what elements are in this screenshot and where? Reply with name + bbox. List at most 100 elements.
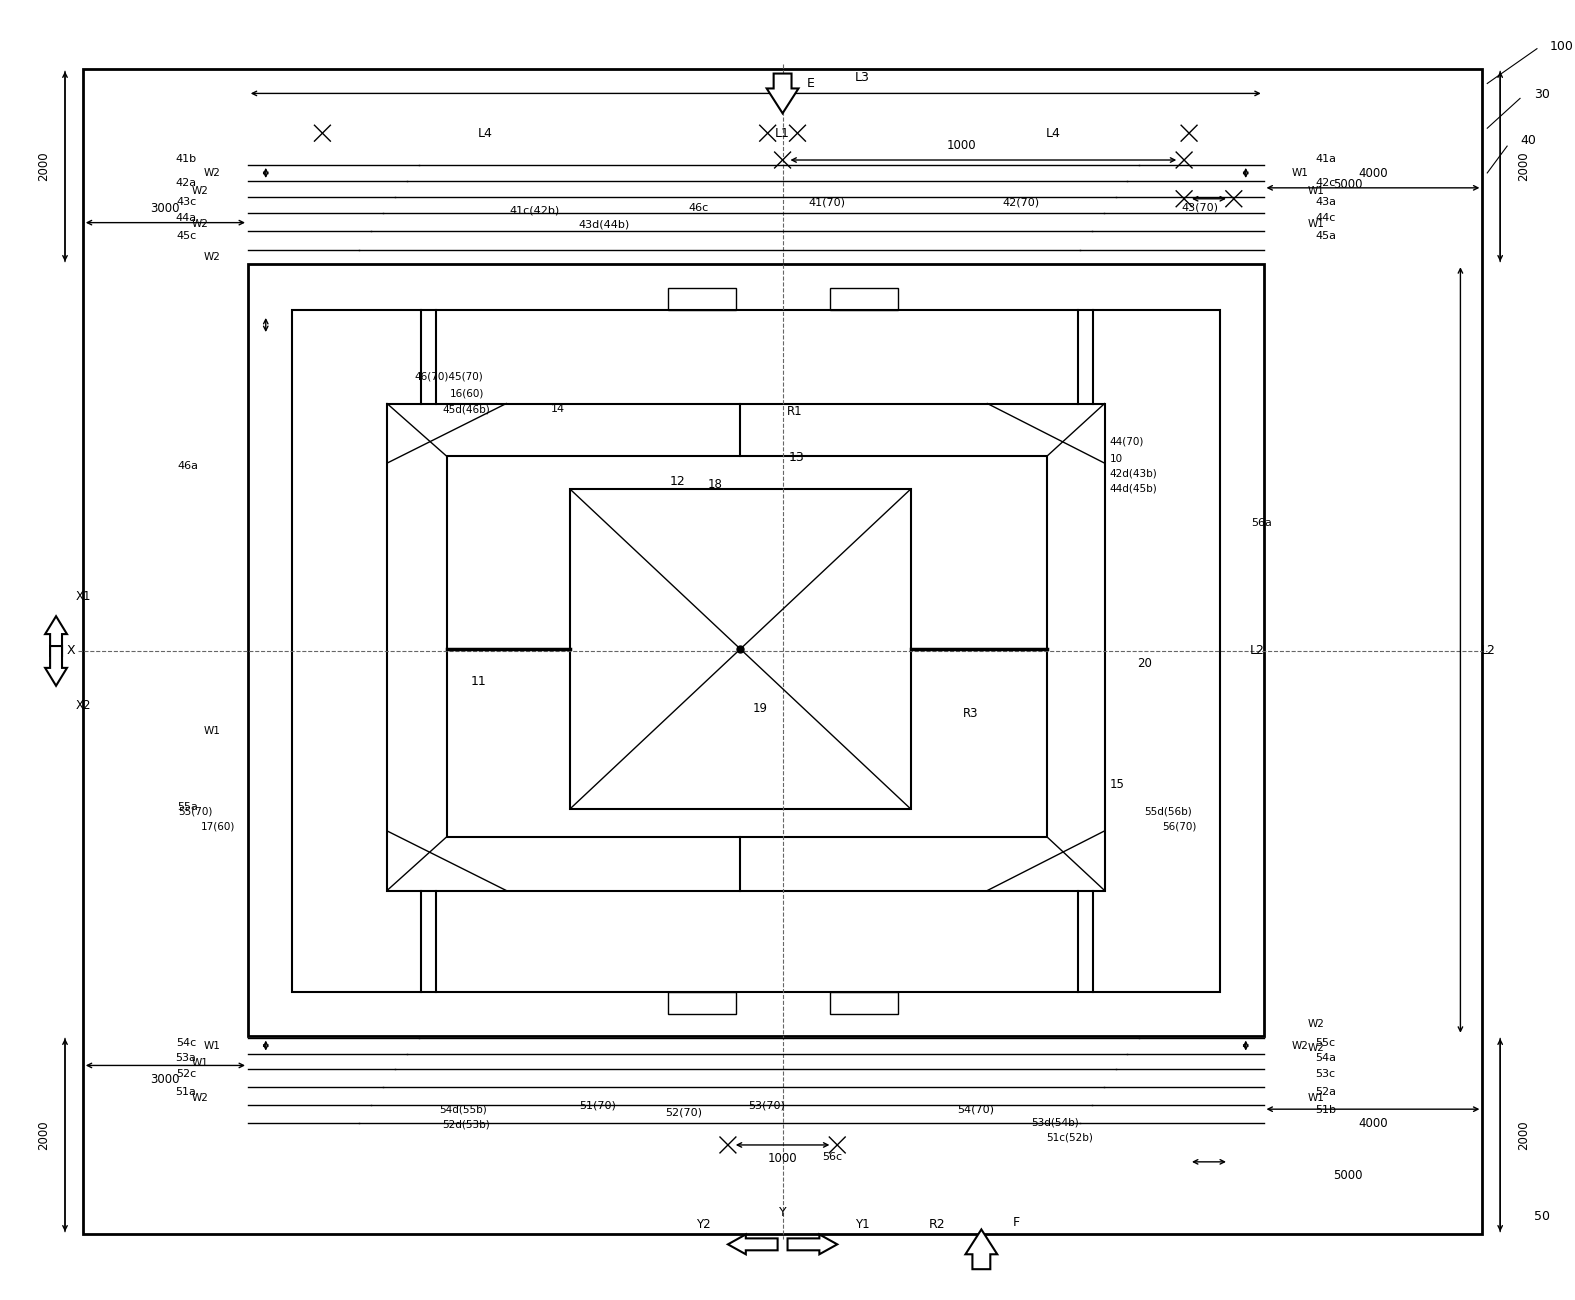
Text: W2: W2	[1292, 1040, 1309, 1050]
Text: W1: W1	[203, 725, 221, 736]
Text: 1000: 1000	[947, 139, 976, 152]
Text: 1000: 1000	[767, 1152, 797, 1165]
Bar	[83, 69, 1482, 1235]
Text: F: F	[1013, 1216, 1019, 1228]
Text: 46c: 46c	[688, 203, 709, 213]
Text: 3000: 3000	[151, 203, 180, 216]
Text: 2000: 2000	[36, 1121, 50, 1149]
Text: 42a: 42a	[175, 178, 197, 188]
Text: 55c: 55c	[1315, 1037, 1336, 1048]
Text: 53(70): 53(70)	[748, 1100, 784, 1110]
Text: 2000: 2000	[1518, 152, 1531, 181]
Text: 45a: 45a	[1315, 230, 1336, 240]
Text: 45d(46b): 45d(46b)	[443, 404, 490, 415]
Text: 18: 18	[709, 477, 723, 490]
Text: 55a: 55a	[178, 802, 198, 812]
Bar	[247, 264, 1263, 1036]
Text: 52a: 52a	[1315, 1087, 1336, 1097]
Text: 52c: 52c	[176, 1070, 197, 1079]
Bar	[387, 403, 1104, 890]
Text: 5000: 5000	[1334, 178, 1362, 191]
Bar	[668, 289, 736, 311]
Text: W1: W1	[1307, 186, 1325, 196]
Bar	[447, 456, 1047, 837]
Text: W1: W1	[203, 1040, 221, 1050]
Text: R2: R2	[928, 1218, 945, 1231]
Text: 53a: 53a	[175, 1053, 197, 1063]
FancyArrow shape	[767, 74, 799, 113]
Text: 44a: 44a	[175, 213, 197, 222]
Text: 51b: 51b	[1315, 1105, 1336, 1115]
Text: L1: L1	[775, 126, 791, 139]
Text: 53d(54b): 53d(54b)	[1032, 1117, 1079, 1127]
Text: 51(70): 51(70)	[580, 1100, 616, 1110]
Text: Y: Y	[778, 1206, 786, 1219]
Text: 46a: 46a	[176, 462, 198, 471]
Text: E: E	[806, 77, 814, 90]
FancyArrow shape	[46, 616, 68, 656]
Text: W2: W2	[1307, 1043, 1325, 1053]
Text: W2: W2	[191, 186, 208, 196]
Text: 51a: 51a	[175, 1087, 197, 1097]
Text: 30: 30	[1534, 88, 1550, 101]
Text: 52(70): 52(70)	[665, 1108, 702, 1117]
Text: 44c: 44c	[1315, 213, 1336, 222]
Text: 20: 20	[1137, 658, 1151, 671]
Text: W1: W1	[191, 1058, 208, 1069]
FancyArrow shape	[728, 1235, 778, 1254]
Text: 43a: 43a	[1315, 196, 1336, 207]
Text: 14: 14	[551, 404, 565, 415]
Text: 4000: 4000	[1358, 168, 1388, 181]
Text: X2: X2	[76, 699, 91, 712]
Text: W1: W1	[1307, 1093, 1325, 1104]
Bar	[830, 289, 898, 311]
Text: 17(60): 17(60)	[202, 822, 235, 832]
FancyArrow shape	[788, 1235, 838, 1254]
Text: 43(70): 43(70)	[1181, 203, 1219, 213]
Text: 41b: 41b	[175, 153, 197, 164]
Text: 5000: 5000	[1334, 1169, 1362, 1182]
Text: 45c: 45c	[176, 230, 197, 240]
Text: 10: 10	[1109, 454, 1123, 464]
Text: Y2: Y2	[696, 1218, 710, 1231]
Text: 54a: 54a	[1315, 1053, 1336, 1063]
Text: W1: W1	[1292, 168, 1309, 178]
Text: L3: L3	[855, 72, 869, 84]
Text: 51c(52b): 51c(52b)	[1046, 1132, 1093, 1141]
Text: L2: L2	[1480, 645, 1496, 658]
Text: X1: X1	[76, 590, 91, 603]
Text: W2: W2	[191, 218, 208, 229]
Text: R3: R3	[962, 707, 978, 720]
FancyArrow shape	[46, 646, 68, 686]
Text: 46(70)45(70): 46(70)45(70)	[414, 372, 484, 382]
Text: 13: 13	[789, 451, 805, 464]
Bar	[668, 992, 736, 1014]
Text: W1: W1	[1307, 218, 1325, 229]
Text: W2: W2	[1307, 1019, 1325, 1028]
Text: 100: 100	[1550, 40, 1573, 53]
Text: 41c(42b): 41c(42b)	[509, 205, 559, 216]
Text: 15: 15	[1109, 777, 1125, 790]
Text: 12: 12	[669, 474, 685, 488]
Text: L4: L4	[1046, 126, 1060, 139]
Text: R1: R1	[788, 406, 803, 419]
Text: 53c: 53c	[1315, 1070, 1336, 1079]
Text: 56(70): 56(70)	[1162, 822, 1197, 832]
Text: 2000: 2000	[1518, 1121, 1531, 1149]
Text: 11: 11	[471, 675, 487, 688]
Text: 40: 40	[1520, 134, 1536, 147]
Text: 42(70): 42(70)	[1003, 198, 1040, 208]
Text: L2: L2	[1251, 645, 1265, 658]
Text: 3000: 3000	[151, 1072, 180, 1086]
Text: 16(60): 16(60)	[449, 389, 484, 399]
Text: 4000: 4000	[1358, 1117, 1388, 1130]
Text: 41a: 41a	[1315, 153, 1336, 164]
Text: 43d(44b): 43d(44b)	[578, 220, 630, 230]
Text: 41(70): 41(70)	[810, 198, 846, 208]
Text: 44(70): 44(70)	[1109, 437, 1143, 446]
Text: 52d(53b): 52d(53b)	[443, 1119, 490, 1130]
Text: 54c: 54c	[176, 1037, 197, 1048]
Text: 56a: 56a	[1251, 517, 1273, 528]
FancyArrow shape	[965, 1230, 997, 1269]
Text: 42c: 42c	[1315, 178, 1336, 188]
